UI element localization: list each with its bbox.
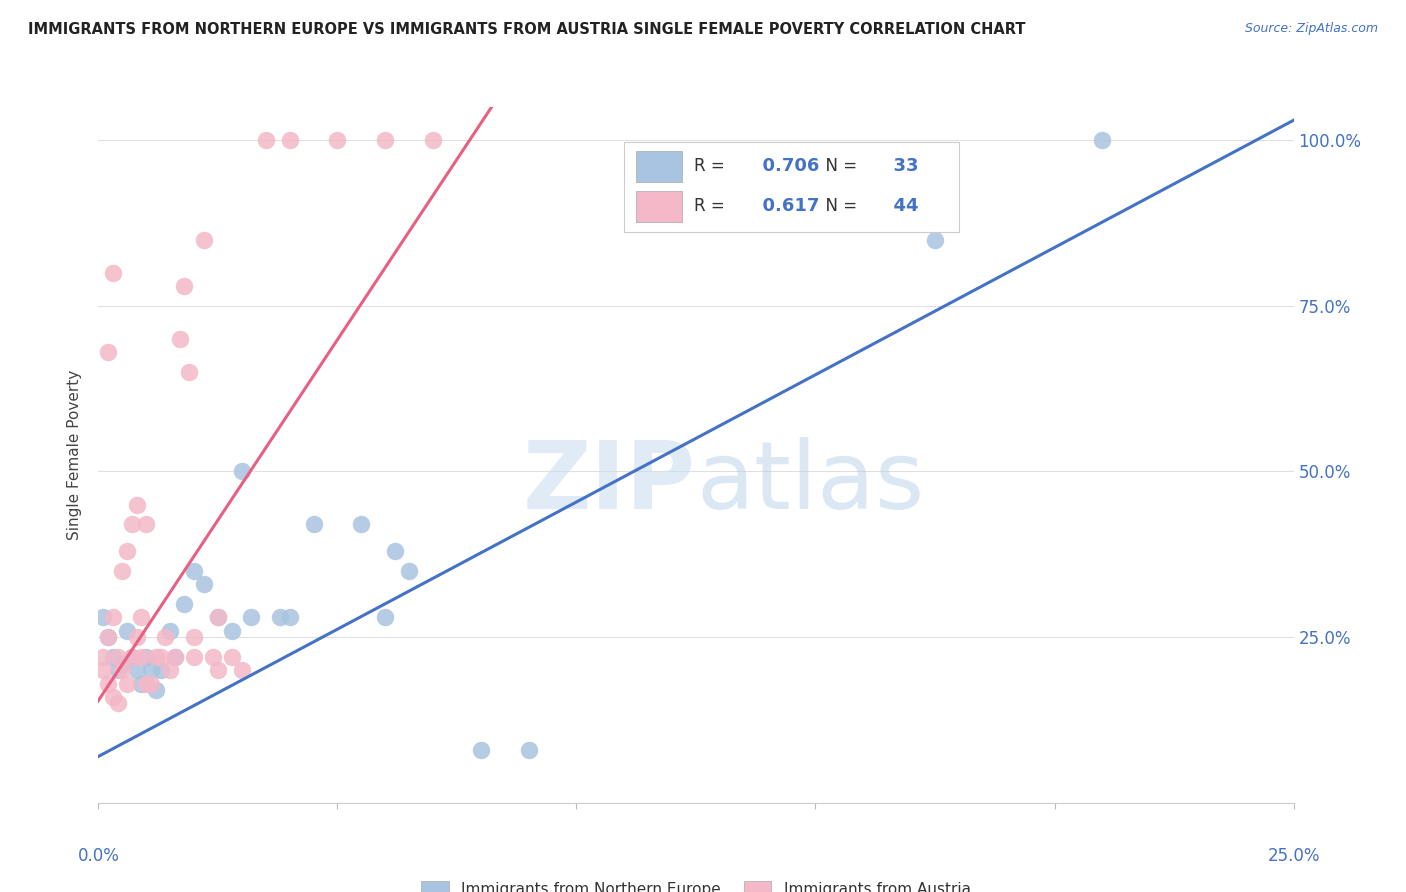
Point: [149, 650, 172, 665]
Point: [91, 650, 114, 665]
Point: [125, 498, 148, 512]
Text: atlas: atlas: [696, 437, 924, 529]
Point: [193, 233, 215, 247]
Point: [135, 676, 157, 690]
Text: 0.706: 0.706: [749, 157, 820, 175]
Point: [131, 650, 153, 665]
Point: [193, 577, 215, 591]
Point: [101, 610, 124, 624]
Point: [924, 233, 946, 247]
Point: [121, 517, 143, 532]
Point: [91, 663, 114, 677]
Point: [169, 332, 191, 346]
Point: [107, 663, 129, 677]
Point: [1091, 133, 1114, 147]
Text: 44: 44: [882, 197, 918, 215]
Y-axis label: Single Female Poverty: Single Female Poverty: [67, 370, 83, 540]
Text: 0.617: 0.617: [749, 197, 820, 215]
Point: [221, 650, 243, 665]
Point: [163, 650, 186, 665]
Point: [517, 743, 540, 757]
Point: [221, 624, 243, 638]
Point: [97, 630, 120, 644]
Point: [155, 630, 177, 644]
Text: R =: R =: [693, 157, 730, 175]
Point: [207, 610, 229, 624]
Text: IMMIGRANTS FROM NORTHERN EUROPE VS IMMIGRANTS FROM AUSTRIA SINGLE FEMALE POVERTY: IMMIGRANTS FROM NORTHERN EUROPE VS IMMIG…: [28, 22, 1025, 37]
Point: [231, 663, 253, 677]
Point: [183, 630, 205, 644]
Point: [384, 544, 406, 558]
Text: R =: R =: [693, 197, 730, 215]
Point: [269, 610, 291, 624]
Point: [350, 517, 373, 532]
Point: [254, 133, 277, 147]
Point: [121, 650, 143, 665]
FancyBboxPatch shape: [624, 142, 959, 232]
Point: [278, 610, 301, 624]
Text: N =: N =: [815, 197, 863, 215]
Point: [107, 650, 129, 665]
Text: Source: ZipAtlas.com: Source: ZipAtlas.com: [1244, 22, 1378, 36]
Point: [159, 663, 181, 677]
Point: [183, 650, 205, 665]
Point: [231, 465, 253, 479]
Point: [111, 564, 134, 578]
Point: [131, 676, 153, 690]
Text: ZIP: ZIP: [523, 437, 696, 529]
Point: [149, 663, 172, 677]
Point: [101, 650, 124, 665]
Text: 25.0%: 25.0%: [1267, 847, 1320, 865]
Point: [240, 610, 263, 624]
Point: [159, 624, 181, 638]
Point: [145, 650, 167, 665]
Point: [163, 650, 186, 665]
Point: [135, 650, 157, 665]
Point: [107, 697, 129, 711]
Point: [207, 663, 229, 677]
Point: [97, 345, 120, 359]
Point: [179, 365, 201, 379]
Point: [91, 610, 114, 624]
Point: [374, 610, 396, 624]
Point: [111, 657, 134, 671]
Point: [302, 517, 325, 532]
Point: [398, 564, 420, 578]
Point: [326, 133, 349, 147]
FancyBboxPatch shape: [637, 151, 682, 182]
Point: [121, 650, 143, 665]
Point: [145, 683, 167, 698]
Point: [97, 676, 120, 690]
Point: [115, 624, 138, 638]
Point: [422, 133, 444, 147]
Point: [139, 676, 162, 690]
Point: [183, 564, 205, 578]
Point: [135, 517, 157, 532]
Text: N =: N =: [815, 157, 863, 175]
Point: [125, 663, 148, 677]
Point: [470, 743, 492, 757]
Point: [115, 676, 138, 690]
Point: [207, 610, 229, 624]
Point: [101, 266, 124, 280]
Point: [374, 133, 396, 147]
Point: [139, 663, 162, 677]
Legend: Immigrants from Northern Europe, Immigrants from Austria: Immigrants from Northern Europe, Immigra…: [415, 875, 977, 892]
Point: [125, 630, 148, 644]
Point: [202, 650, 225, 665]
Point: [97, 630, 120, 644]
Point: [131, 610, 153, 624]
Point: [278, 133, 301, 147]
Text: 33: 33: [882, 157, 918, 175]
Point: [115, 544, 138, 558]
Point: [173, 279, 195, 293]
Point: [101, 690, 124, 704]
FancyBboxPatch shape: [637, 191, 682, 222]
Text: 0.0%: 0.0%: [77, 847, 120, 865]
Point: [173, 597, 195, 611]
Point: [111, 663, 134, 677]
